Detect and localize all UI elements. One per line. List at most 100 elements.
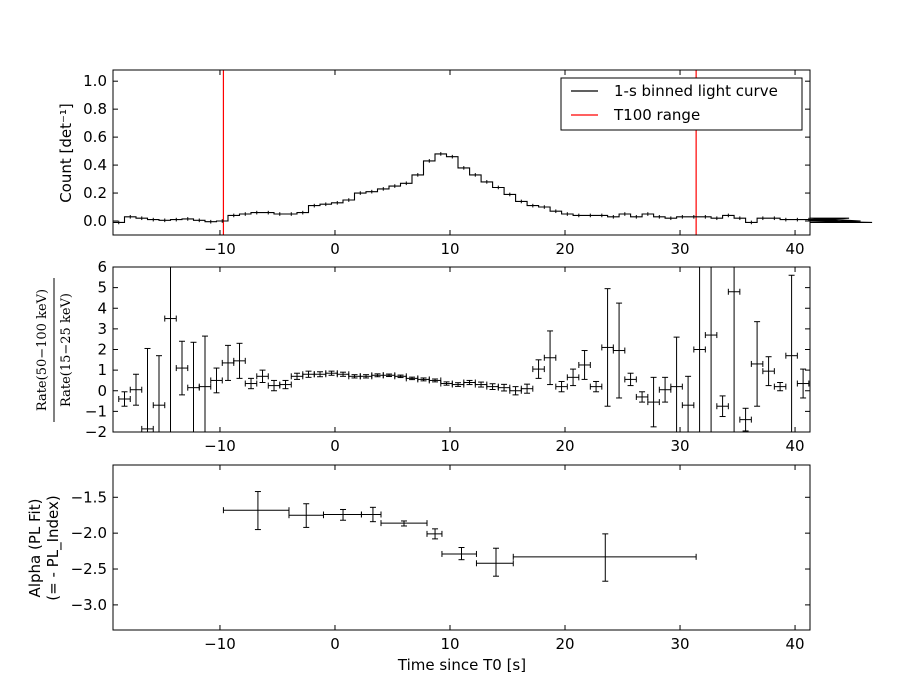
x-tick-label: 30	[670, 635, 689, 653]
y-tick-label: 4	[97, 299, 107, 317]
hardness-point	[532, 359, 545, 379]
hardness-point	[244, 377, 258, 390]
hardness-point	[129, 373, 143, 406]
hardness-point	[256, 369, 269, 383]
light-curve-ylabel: Count [det⁻¹]	[57, 103, 75, 203]
alpha-point	[288, 503, 324, 528]
hardness-point	[152, 355, 166, 432]
x-tick-label: −10	[204, 635, 236, 653]
hardness-point	[612, 302, 626, 399]
alpha-frame	[112, 464, 811, 631]
alpha-point	[360, 506, 382, 523]
hardness-point	[210, 367, 223, 394]
alpha-point	[441, 547, 477, 561]
y-tick-label: 1.0	[83, 72, 107, 90]
x-tick-label: 0	[330, 635, 340, 653]
legend-label-t100: T100 range	[613, 106, 700, 124]
hardness-point	[785, 274, 798, 432]
x-tick-label: 20	[555, 437, 574, 455]
x-tick-label: −10	[204, 240, 236, 258]
hardness-point	[497, 383, 511, 392]
hardness-point	[394, 373, 407, 380]
light-curve-line	[113, 153, 873, 223]
y-tick-label: 3	[97, 320, 107, 338]
y-tick-label: 1	[97, 361, 107, 379]
y-tick-label: −2	[85, 423, 107, 441]
hardness-point	[716, 395, 729, 418]
x-axis-label: Time since T0 [s]	[397, 656, 526, 674]
x-tick-label: −10	[204, 437, 236, 455]
hardness-point	[141, 347, 154, 432]
hardness-point	[290, 372, 304, 380]
hardness-point	[233, 342, 246, 379]
alpha-point	[475, 547, 514, 577]
y-tick-label: 0.8	[83, 100, 107, 118]
hardness-point	[221, 344, 235, 381]
x-tick-label: 40	[786, 240, 805, 258]
y-tick-label: 0.2	[83, 184, 107, 202]
x-tick-label: 10	[440, 635, 459, 653]
legend-box	[560, 77, 803, 131]
y-tick-label: 5	[97, 279, 107, 297]
hardness-point	[750, 321, 764, 407]
hardness-point	[313, 371, 327, 378]
y-tick-label: 0.6	[83, 128, 107, 146]
hardness-point	[624, 372, 637, 387]
y-tick-label: 0	[97, 382, 107, 400]
hardness-point	[118, 391, 131, 407]
hardness-point	[302, 370, 315, 378]
x-tick-label: 30	[670, 240, 689, 258]
hardness-point	[371, 372, 384, 379]
hardness-point	[348, 373, 361, 380]
hardness-point	[681, 375, 695, 432]
x-tick-label: 20	[555, 635, 574, 653]
hardness-point	[601, 288, 614, 407]
hardness-point	[486, 383, 499, 391]
hardness-point	[428, 377, 442, 384]
alpha-point	[322, 508, 362, 521]
hardness-point	[359, 373, 373, 380]
hardness-point	[325, 370, 338, 377]
light-curve-frame	[112, 69, 811, 236]
hardness-point	[474, 381, 488, 388]
y-tick-label: −1.5	[71, 488, 107, 506]
light-curve-panel: −10 0 10 20 30 40 0.0 0.2 0.4 0.6 0.8 1.0 Count [de…	[57, 69, 873, 258]
hardness-point	[658, 376, 672, 403]
hardness-point	[555, 380, 568, 393]
hardness-point	[164, 267, 177, 432]
hardness-point	[198, 335, 212, 432]
y-tick-label: 2	[97, 341, 107, 359]
ylabel-numerator: Rate(50−100 keV)	[35, 289, 50, 411]
hardness-point	[440, 380, 453, 387]
hardness-ratio-ylabel: Rate(50−100 keV) Rate(15−25 keV)	[35, 278, 74, 422]
hardness-point	[509, 386, 522, 396]
hardness-point	[589, 380, 603, 393]
hardness-point	[451, 381, 465, 388]
hardness-point	[704, 267, 718, 432]
hardness-point	[417, 376, 430, 383]
y-tick-label: −2.5	[71, 560, 107, 578]
x-tick-label: 40	[786, 635, 805, 653]
hardness-point	[773, 382, 787, 392]
x-tick-label: 40	[786, 437, 805, 455]
hardness-point	[405, 375, 419, 382]
alpha-point	[222, 491, 290, 531]
x-tick-label: 30	[670, 437, 689, 455]
hardness-point	[463, 379, 476, 386]
hardness-point	[727, 267, 741, 432]
hardness-point	[336, 371, 350, 378]
hardness-point	[267, 379, 281, 392]
alpha-point	[426, 528, 443, 540]
y-tick-label: −3.0	[71, 596, 107, 614]
alpha-panel: −10 0 10 20 30 40 −3.0 −2.5 −2.0 −1.5 Alpha (PL F…	[26, 464, 811, 674]
legend: 1-s binned light curve T100 range	[560, 77, 803, 131]
alpha-ylabel-line2: (= - PL_Index)	[44, 495, 63, 600]
hardness-point	[578, 350, 591, 380]
hardness-point	[543, 330, 557, 386]
hardness-point	[693, 267, 706, 432]
alpha-point	[380, 520, 428, 527]
x-tick-label: 0	[330, 240, 340, 258]
hardness-point	[635, 391, 649, 403]
